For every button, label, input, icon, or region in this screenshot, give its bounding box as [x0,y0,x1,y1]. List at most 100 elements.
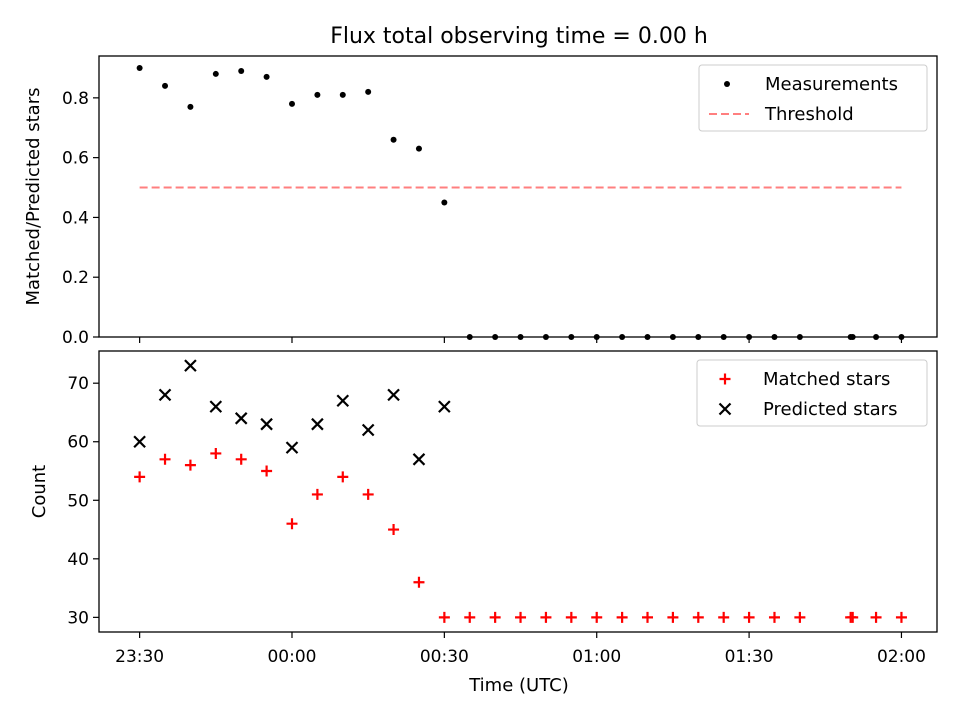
matched-stars-point [794,611,806,623]
predicted-stars-legend-label: Predicted stars [763,399,897,420]
matched-stars-point [337,471,349,483]
predicted-stars-point [361,423,375,437]
ratio-y-tick-label: 0.4 [62,208,89,228]
matched-stars-legend-marker [719,373,731,385]
measurements-point [441,199,448,206]
predicted-stars-legend-marker [718,402,732,416]
matched-stars-point [718,611,730,623]
measurements-point [390,136,397,143]
matched-stars-point [616,611,628,623]
measurements-point [415,145,422,152]
matched-stars-point [515,611,527,623]
matched-stars-point [184,459,196,471]
counts-y-tick-label: 70 [67,374,89,394]
matched-stars-point [895,611,907,623]
counts-y-tick-label: 60 [67,433,89,453]
x-tick-label: 01:30 [725,647,774,667]
matched-stars-point [388,524,400,536]
ratio-legend-box [698,64,928,132]
matched-stars-point [847,611,859,623]
matched-stars-point [261,465,273,477]
counts-y-tick-label: 40 [67,550,89,570]
predicted-stars-point [184,359,197,372]
matched-stars-point [768,611,780,623]
matched-stars-point [286,518,298,530]
legend-entry-measurements: Measurements [724,74,898,95]
measurements-point [339,91,346,98]
predicted-stars-point [387,388,400,402]
predicted-stars-point [336,394,350,408]
measurements-point [314,91,321,98]
predicted-stars-point [158,388,172,402]
counts-panel: Count Matched stars Predicted stars 30 40… [29,350,938,667]
measurements-point [162,82,169,89]
x-tick-label: 01:00 [572,647,621,667]
legend-entry-matched-stars: Matched stars [719,369,890,390]
measurements-legend-marker [724,81,730,87]
ratio-panel: Matched/Predicted stars Measurements Thr… [23,55,938,348]
predicted-stars-point [412,453,426,466]
matched-stars-point [540,611,552,623]
predicted-stars-point [133,435,146,449]
matched-stars-point [159,453,171,465]
x-tick-label: 02:00 [877,647,926,667]
ratio-legend: Measurements Threshold [698,64,928,132]
x-tick-label: 00:00 [267,647,316,667]
matched-stars-point [210,447,222,459]
predicted-stars-point [234,412,248,425]
x-axis-label: Time (UTC) [468,675,569,696]
measurements-point [212,70,219,77]
matched-stars-point [870,611,882,623]
predicted-stars-point [209,400,223,413]
matched-stars-point [362,488,374,500]
matched-stars-point [692,611,704,623]
ratio-y-tick-label: 0.2 [62,268,89,288]
ratio-y-tick-label: 0.6 [62,149,89,169]
predicted-stars-point [438,400,451,413]
measurements-point [263,73,270,80]
counts-y-tick-label: 30 [67,608,89,628]
predicted-stars-legend-symbol [718,402,732,416]
counts-y-axis-label: Count [29,465,50,518]
measurements-point [238,67,245,74]
matched-stars-point [667,611,679,623]
ratio-y-tick-label: 0.8 [62,89,89,109]
matched-stars-legend-symbol [719,373,731,385]
legend-entry-threshold: Threshold [709,104,854,125]
measurements-legend-label: Measurements [765,74,898,95]
matched-stars-legend-label: Matched stars [763,369,890,390]
ratio-axes-frame [98,55,938,338]
matched-stars-point [438,611,450,623]
x-tick-label: 00:30 [420,647,469,667]
threshold-legend-label: Threshold [764,104,854,125]
matched-stars-point [134,471,146,483]
predicted-stars-point [285,441,299,454]
counts-legend: Matched stars Predicted stars [696,359,928,427]
matched-stars-point [464,611,476,623]
matched-stars-point [743,611,755,623]
measurements-legend-symbol [724,81,730,87]
matched-stars-point [489,611,501,623]
counts-legend-box [696,359,928,427]
matched-stars-point [591,611,603,623]
predicted-stars-point [311,417,324,431]
ratio-y-axis-label: Matched/Predicted stars [23,88,44,306]
counts-plot-area [133,359,907,623]
x-tick-label: 23:30 [115,647,164,667]
ratio-plot-area [136,64,905,340]
chart-title: Flux total observing time = 0.00 h [330,24,708,49]
measurements-point [365,88,372,95]
matched-stars-point [413,576,425,588]
matched-stars-point [235,453,247,465]
matched-stars-point [311,488,323,500]
matched-stars-point [642,611,654,623]
measurements-point [187,103,194,110]
matched-stars-point [565,611,577,623]
measurements-point [288,100,295,107]
counts-axes-frame [98,350,938,633]
ratio-y-tick-label: 0.0 [62,328,89,348]
predicted-stars-point [260,417,273,431]
legend-entry-predicted-stars: Predicted stars [718,399,897,420]
counts-y-tick-label: 50 [67,491,89,511]
